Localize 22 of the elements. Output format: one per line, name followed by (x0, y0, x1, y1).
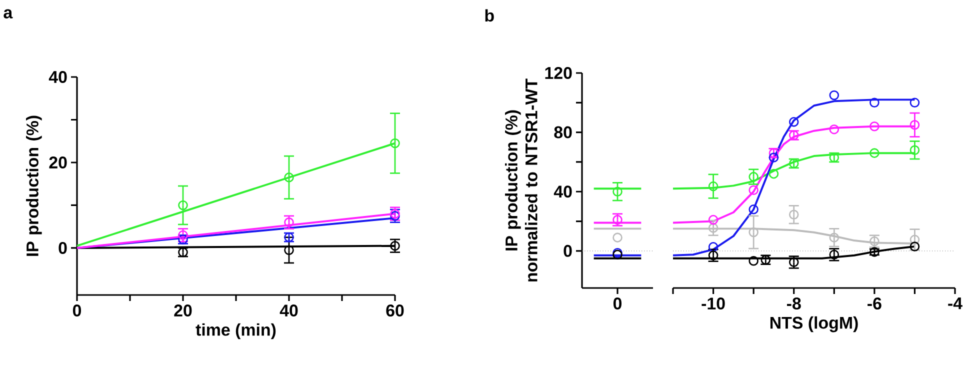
y-axis-title: IP production (%) normalized to NTSR1-WT (505, 78, 538, 282)
x-tick-label: 20 (174, 304, 192, 317)
x-tick-label: 0 (613, 298, 622, 310)
x-tick-label: 40 (280, 304, 298, 317)
y-axis-title: IP production (%) (26, 116, 42, 256)
x-tick-label: 0 (72, 304, 82, 317)
x-axis-title: NTS (logM) (770, 316, 858, 332)
x-tick-label: -8 (786, 298, 801, 310)
y-tick-label: 0 (564, 244, 572, 257)
chart-title: a (4, 9, 13, 18)
y-tick-label: 20 (49, 156, 67, 168)
chart-title: b (485, 9, 494, 22)
y-tick-label: 40 (48, 71, 67, 83)
y-tick-label: 120 (545, 67, 572, 79)
x-axis-title: time (min) (196, 323, 276, 340)
y-tick-label: 40 (554, 186, 572, 198)
y-tick-label: 0 (58, 242, 67, 254)
x-tick-label: 60 (386, 304, 404, 317)
x-tick-label: -10 (702, 298, 725, 310)
x-tick-label: -4 (948, 298, 962, 310)
y-tick-label: 80 (554, 126, 572, 138)
x-tick-label: -6 (868, 298, 882, 310)
